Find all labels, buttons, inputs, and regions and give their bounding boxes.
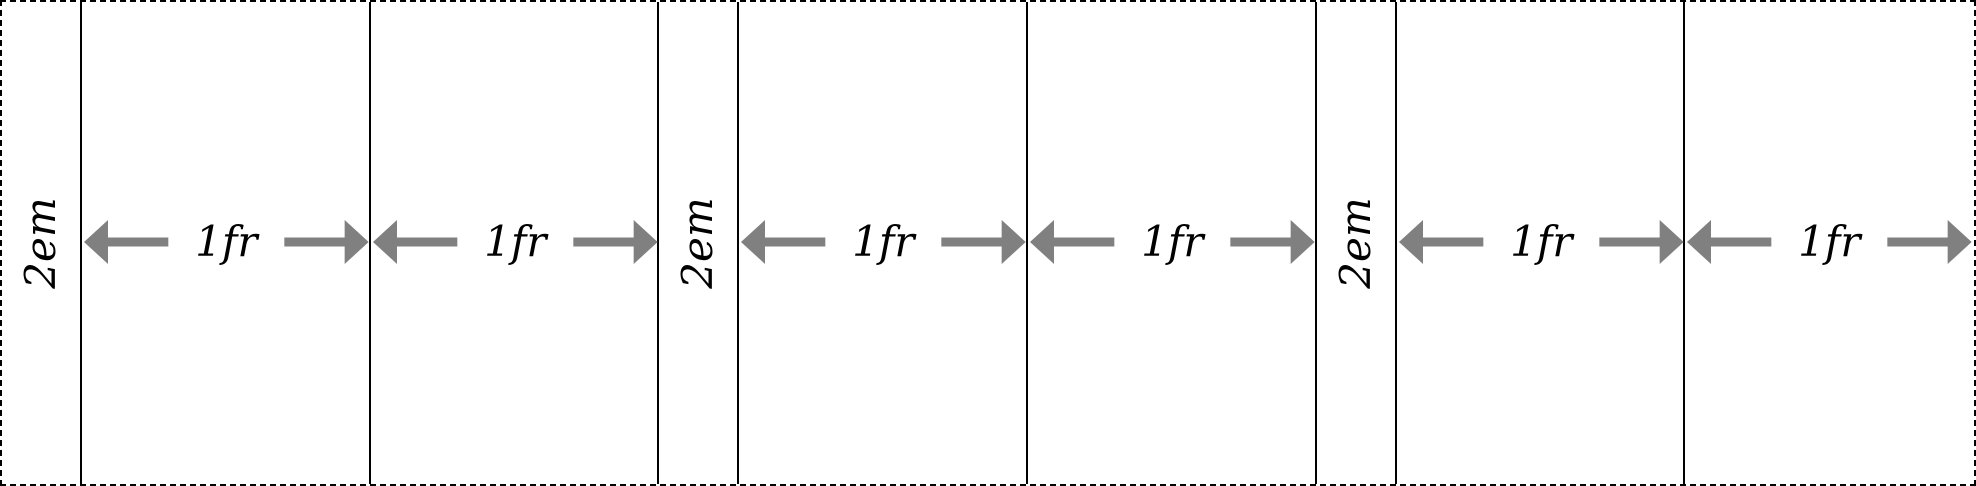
- fr-arrow-graphic: 1fr: [1030, 217, 1315, 266]
- arrow-head-left-icon: [1687, 220, 1712, 264]
- grid-track-em: 2em: [1317, 2, 1397, 484]
- track-size-label: 1fr: [484, 217, 549, 266]
- arrow-head-right-icon: [633, 220, 658, 264]
- grid-track-fr: 1fr: [1397, 2, 1686, 484]
- grid-track-em: 2em: [2, 2, 82, 484]
- fr-arrow-graphic: 1fr: [1687, 217, 1972, 266]
- fr-arrow-graphic: 1fr: [84, 217, 369, 266]
- grid-track-fr: 1fr: [739, 2, 1028, 484]
- grid-track-fr: 1fr: [82, 2, 371, 484]
- track-size-label: 1fr: [1141, 217, 1206, 266]
- arrow-head-left-icon: [372, 220, 397, 264]
- arrow-head-right-icon: [1947, 220, 1972, 264]
- grid-track-fr: 1fr: [1685, 2, 1974, 484]
- track-size-label: 2em: [673, 197, 723, 289]
- track-size-label: 2em: [16, 197, 65, 289]
- track-size-label: 1fr: [195, 217, 260, 266]
- arrow-head-left-icon: [84, 220, 108, 264]
- arrow-head-left-icon: [741, 220, 766, 264]
- fr-arrow-graphic: 1fr: [741, 217, 1026, 266]
- grid-track-em: 2em: [659, 2, 740, 484]
- grid-track-fr: 1fr: [371, 2, 660, 484]
- arrow-head-right-icon: [1001, 220, 1026, 264]
- arrow-head-left-icon: [1030, 220, 1054, 264]
- fr-arrow-graphic: 1fr: [372, 217, 658, 266]
- grid-track-fr: 1fr: [1028, 2, 1317, 484]
- fr-arrow-graphic: 1fr: [1398, 217, 1684, 266]
- arrow-head-right-icon: [1659, 220, 1684, 264]
- track-size-label: 1fr: [1798, 217, 1863, 266]
- track-size-label: 2em: [1330, 197, 1380, 289]
- arrow-head-left-icon: [1398, 220, 1423, 264]
- track-size-label: 1fr: [1510, 217, 1575, 266]
- arrow-head-right-icon: [344, 220, 369, 264]
- track-size-label: 1fr: [852, 217, 917, 266]
- arrow-head-right-icon: [1290, 220, 1315, 264]
